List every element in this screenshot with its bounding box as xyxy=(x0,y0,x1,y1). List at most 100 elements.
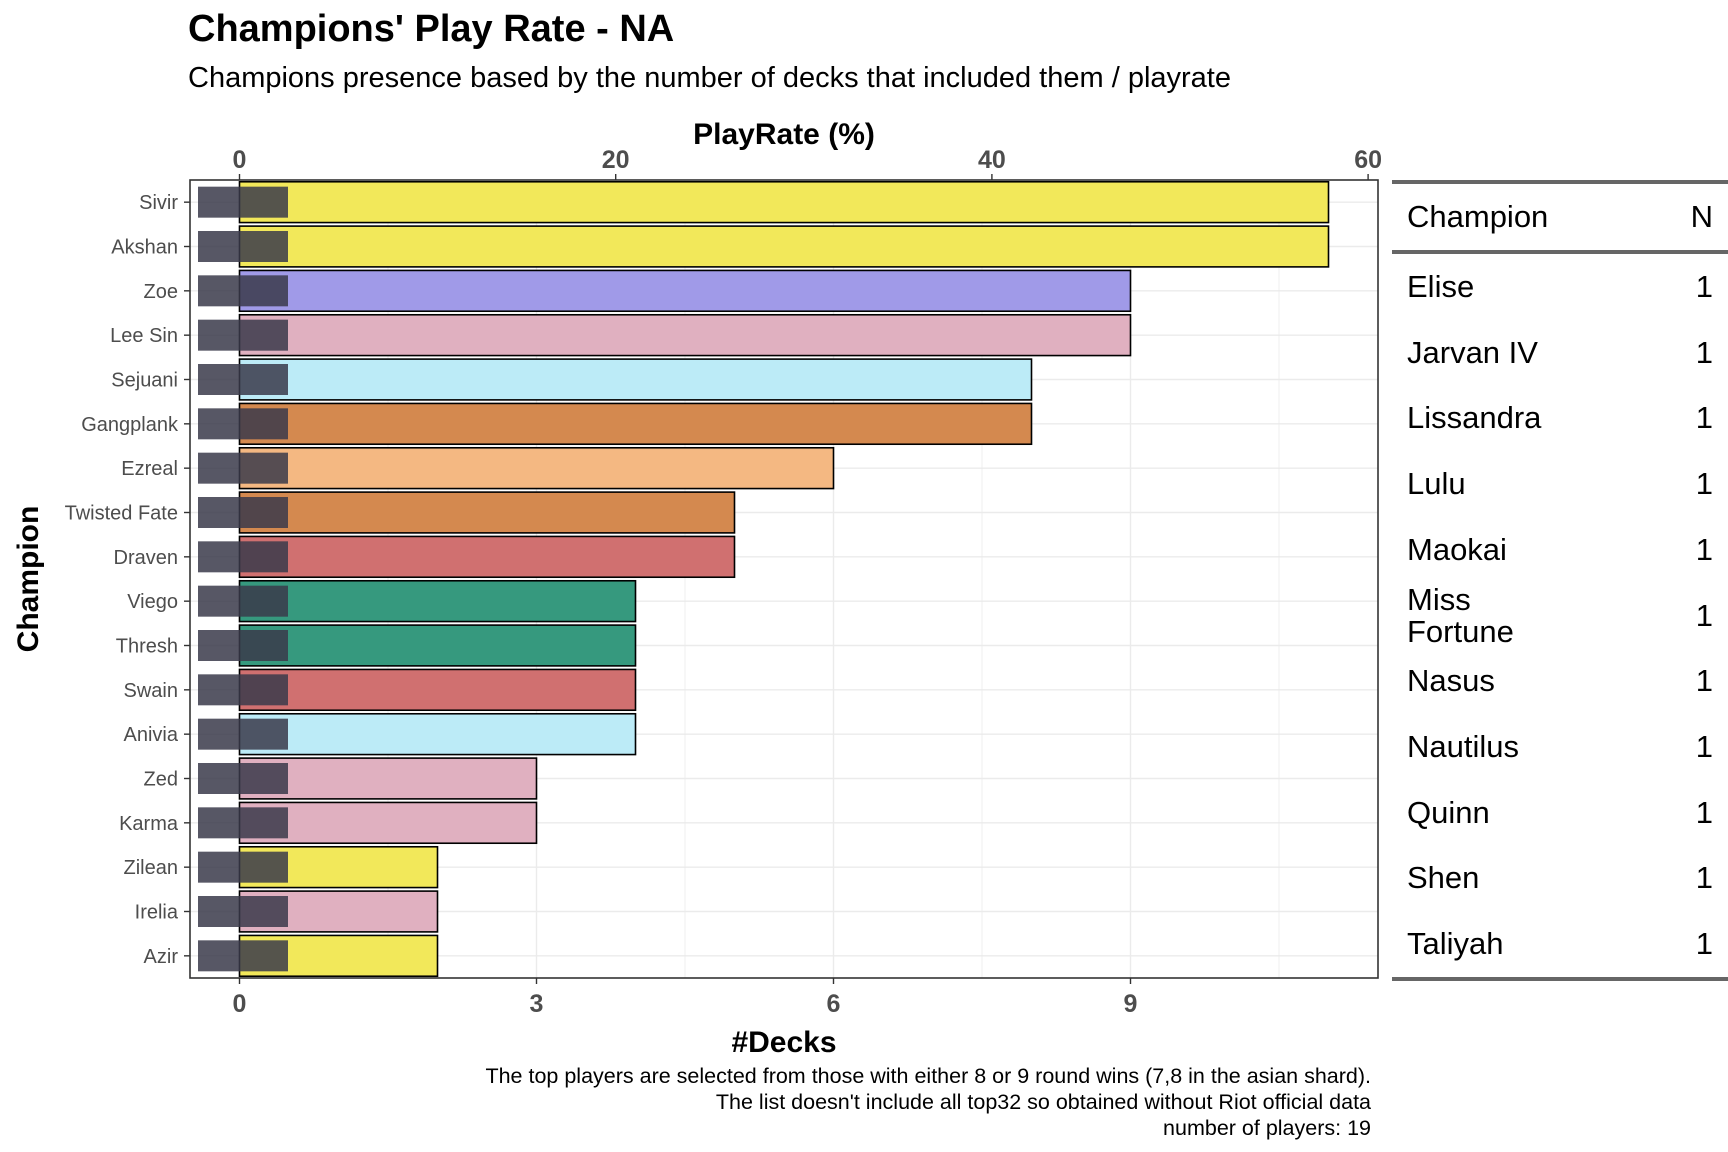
bar-twisted-fate xyxy=(238,491,736,534)
y-tick-label: Gangplank xyxy=(81,414,179,436)
row-champion: Lulu xyxy=(1407,466,1466,502)
row-n: 1 xyxy=(1695,663,1713,699)
row-champion: Taliyah xyxy=(1407,926,1504,962)
bar-sivir xyxy=(238,180,1330,224)
row-champion: Miss Fortune xyxy=(1407,581,1514,649)
table-header: Champion N xyxy=(1392,184,1728,250)
row-champion: Nautilus xyxy=(1407,729,1519,764)
table-row: Nasus 1 xyxy=(1392,648,1728,714)
row-champion: Jarvan IV xyxy=(1407,334,1538,370)
row-champion: Elise xyxy=(1407,268,1475,304)
y-tick-label: Akshan xyxy=(111,237,178,259)
row-n: 1 xyxy=(1695,794,1713,830)
x2-tick-label: 0 xyxy=(233,146,247,174)
bar-thresh xyxy=(238,624,637,667)
x-tick-label: 0 xyxy=(233,990,247,1018)
champion-thumbnail xyxy=(198,364,288,395)
champion-thumbnail xyxy=(198,718,288,750)
champion-thumbnail xyxy=(198,186,288,218)
table-bottom-rule xyxy=(1392,977,1728,981)
y-tick-label: Sivir xyxy=(139,192,178,214)
x-tick-label: 3 xyxy=(530,990,544,1018)
champion-thumbnail xyxy=(198,674,288,706)
row-champion: Maokai xyxy=(1407,531,1507,567)
y-tick-label: Azir xyxy=(144,946,179,968)
table-row: Miss Fortune 1 xyxy=(1392,583,1728,649)
y-tick-label: Ezreal xyxy=(121,458,178,480)
x-axis-title: #Decks xyxy=(731,1026,836,1059)
champion-thumbnail xyxy=(198,896,288,927)
x-tick-label: 9 xyxy=(1124,990,1138,1018)
caption-line: The list doesn't include all top32 so ob… xyxy=(715,1090,1371,1114)
table-row: Maokai 1 xyxy=(1392,517,1728,583)
y-tick-label: Swain xyxy=(124,680,178,702)
y-tick-label: Zoe xyxy=(144,281,178,303)
row-champion: Shen xyxy=(1407,860,1480,896)
x2-tick-label: 20 xyxy=(602,146,630,174)
y-tick-label: Thresh xyxy=(116,636,178,658)
caption-line: The top players are selected from those … xyxy=(485,1064,1371,1088)
row-champion: Lissandra xyxy=(1407,400,1542,436)
champion-thumbnail xyxy=(198,763,288,794)
header-n: N xyxy=(1690,199,1713,234)
champion-thumbnail xyxy=(198,541,288,573)
bar-ezreal xyxy=(238,446,835,490)
y-tick-label: Irelia xyxy=(135,902,179,924)
x2-tick-label: 60 xyxy=(1354,146,1382,174)
bar-akshan xyxy=(238,225,1330,268)
y-tick-label: Zed xyxy=(144,769,178,791)
row-n: 1 xyxy=(1695,597,1713,633)
champion-thumbnail xyxy=(198,319,288,351)
table-row: Quinn 1 xyxy=(1392,780,1728,846)
row-n: 1 xyxy=(1695,400,1713,436)
table-row: Taliyah 1 xyxy=(1392,911,1728,977)
chart-caption: The top players are selected from those … xyxy=(485,1063,1371,1141)
x-tick-label: 6 xyxy=(827,990,841,1018)
y-tick-label: Zilean xyxy=(124,857,178,879)
champion-thumbnail xyxy=(198,231,288,262)
table-row: Shen 1 xyxy=(1392,846,1728,912)
bar-viego xyxy=(238,579,637,623)
row-n: 1 xyxy=(1695,531,1713,567)
bar-gangplank xyxy=(238,402,1033,446)
table-row: Lissandra 1 xyxy=(1392,385,1728,451)
champion-thumbnail xyxy=(198,940,288,972)
bar-swain xyxy=(238,668,637,712)
row-champion: Quinn xyxy=(1407,794,1490,830)
row-n: 1 xyxy=(1695,860,1713,896)
champion-thumbnail xyxy=(198,497,288,528)
table-row: Elise 1 xyxy=(1392,254,1728,320)
bar-lee-sin xyxy=(238,313,1132,357)
table-row: Lulu 1 xyxy=(1392,451,1728,517)
y-tick-label: Draven xyxy=(114,547,178,569)
y-tick-label: Lee Sin xyxy=(110,325,178,347)
y-axis-title: Champion xyxy=(12,506,45,653)
row-n: 1 xyxy=(1695,334,1713,370)
bar-sejuani xyxy=(238,358,1033,401)
bar-zoe xyxy=(238,269,1132,313)
table-header-rule xyxy=(1392,250,1728,254)
y-tick-label: Viego xyxy=(127,591,178,613)
x2-axis-title: PlayRate (%) xyxy=(693,118,875,151)
table-row: Nautilus 1 xyxy=(1392,714,1728,780)
other-champions-table: Champion N Elise 1 Jarvan IV 1 Lissandra 1 Lul… xyxy=(1392,180,1728,981)
champion-thumbnail xyxy=(198,408,288,440)
chart-subtitle: Champions presence based by the number o… xyxy=(188,62,1231,94)
row-n: 1 xyxy=(1695,466,1713,502)
bar-anivia xyxy=(238,712,637,756)
champion-thumbnail xyxy=(198,585,288,617)
table-row: Jarvan IV 1 xyxy=(1392,320,1728,386)
table-top-rule xyxy=(1392,180,1728,184)
y-tick-label: Anivia xyxy=(124,724,179,746)
champion-thumbnail xyxy=(198,452,288,484)
chart-title: Champions' Play Rate - NA xyxy=(188,8,675,50)
row-champion: Nasus xyxy=(1407,663,1495,699)
plot-border xyxy=(189,179,1379,979)
header-champion: Champion xyxy=(1407,199,1549,234)
y-tick-label: Twisted Fate xyxy=(65,503,178,525)
caption-line: number of players: 19 xyxy=(1163,1116,1371,1140)
bar-draven xyxy=(238,535,736,579)
champion-thumbnail xyxy=(198,275,288,307)
bar-zed xyxy=(238,757,538,800)
